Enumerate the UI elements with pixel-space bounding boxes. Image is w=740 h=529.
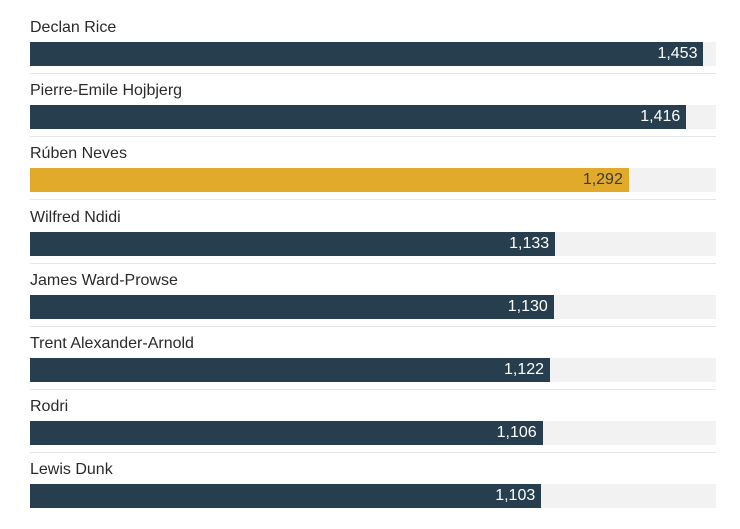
bar: 1,133 <box>30 231 556 256</box>
category-label: Rodri <box>30 398 69 416</box>
bar-row: Rodri 1,106 <box>30 397 716 460</box>
bar-row: Wilfred Ndidi 1,133 <box>30 208 716 271</box>
category-label: Declan Rice <box>30 19 117 36</box>
row-divider <box>30 73 716 74</box>
row-divider <box>30 199 716 201</box>
bar-row: Pierre-Emile Hojbjerg 1,416 <box>30 81 716 144</box>
bar-track: 1,133 <box>30 231 716 256</box>
bar-track: 1,292 <box>30 168 716 193</box>
category-label: Lewis Dunk <box>30 461 113 479</box>
bar: 1,103 <box>30 484 542 509</box>
value-label: 1,130 <box>507 297 548 315</box>
row-divider <box>30 136 716 138</box>
row-divider <box>30 452 716 454</box>
category-label: Pierre-Emile Hojbjerg <box>30 82 183 100</box>
category-label: Wilfred Ndidi <box>30 208 121 226</box>
bar-track: 1,122 <box>30 358 716 382</box>
bar-track: 1,416 <box>30 105 716 130</box>
value-label: 1,133 <box>509 234 550 252</box>
bar-row: Lewis Dunk 1,103 <box>30 460 716 523</box>
category-label: Rúben Neves <box>30 145 127 163</box>
bar: 1,122 <box>30 358 551 382</box>
bar: 1,453 <box>30 42 704 66</box>
value-label: 1,453 <box>657 45 698 62</box>
category-label: Trent Alexander-Arnold <box>30 335 194 352</box>
bar-row: Declan Rice 1,453 <box>30 18 716 81</box>
value-label: 1,122 <box>504 361 545 378</box>
bar-row: Rúben Neves 1,292 <box>30 144 716 207</box>
bar-track: 1,103 <box>30 484 716 509</box>
category-label: James Ward-Prowse <box>30 271 178 289</box>
bar-track: 1,130 <box>30 294 716 319</box>
value-label: 1,416 <box>640 108 681 126</box>
row-divider <box>30 262 716 264</box>
bar-row: Trent Alexander-Arnold 1,122 <box>30 334 716 397</box>
bar-track: 1,453 <box>30 42 716 66</box>
bar: 1,416 <box>30 105 687 130</box>
bar-highlighted: 1,292 <box>30 168 629 193</box>
bar-row: James Ward-Prowse 1,130 <box>30 271 716 334</box>
value-label: 1,103 <box>495 487 536 505</box>
row-divider <box>30 325 716 327</box>
bar: 1,130 <box>30 294 554 319</box>
value-label: 1,292 <box>582 171 623 189</box>
bar: 1,106 <box>30 421 543 446</box>
bar-track: 1,106 <box>30 421 716 446</box>
value-label: 1,106 <box>496 424 537 442</box>
row-divider <box>30 389 716 390</box>
